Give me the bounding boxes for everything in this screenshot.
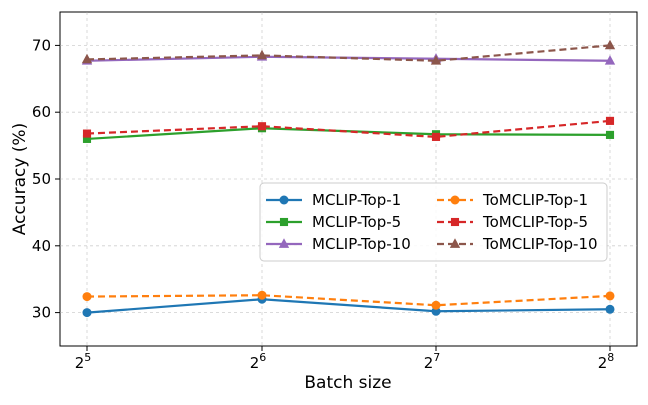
legend-label-tomclip-top-5: ToMCLIP-Top-5 — [482, 213, 588, 231]
x-tick-exponent: 8 — [607, 351, 614, 364]
x-tick-label: 26 — [250, 351, 267, 372]
legend-marker-tomclip-top-10 — [449, 238, 461, 248]
legend-entry-mclip-top-1: MCLIP-Top-1 — [266, 191, 401, 209]
legend-marker-mclip-top-5 — [279, 217, 289, 227]
series-layer — [81, 39, 616, 318]
x-tick-exponent: 7 — [433, 351, 440, 364]
x-axis-title: Batch size — [304, 373, 391, 393]
x-tick-base: 2 — [424, 354, 434, 372]
legend-entry-tomclip-top-10: ToMCLIP-Top-10 — [437, 235, 598, 253]
data-point-tomclip-top-5 — [82, 129, 92, 138]
series-mclip-top-1 — [82, 294, 615, 318]
legend-label-mclip-top-1: MCLIP-Top-1 — [312, 191, 401, 209]
x-tick-label: 25 — [75, 351, 92, 372]
data-point-mclip-top-10 — [604, 55, 616, 65]
legend-entry-tomclip-top-5: ToMCLIP-Top-5 — [437, 213, 588, 231]
series-tomclip-top-1 — [82, 290, 615, 310]
data-point-tomclip-top-5 — [605, 116, 615, 125]
legend-marker-tomclip-top-5 — [450, 217, 460, 227]
data-point-tomclip-top-1 — [431, 300, 441, 310]
data-point-tomclip-top-1 — [605, 291, 615, 301]
data-point-tomclip-top-5 — [257, 122, 267, 131]
y-axis-title: Accuracy (%) — [10, 123, 30, 235]
series-line-mclip-top-10 — [86, 55, 611, 62]
legend-label-tomclip-top-1: ToMCLIP-Top-1 — [482, 191, 588, 209]
legend-label-mclip-top-10: MCLIP-Top-10 — [312, 235, 411, 253]
y-tick-label: 30 — [32, 304, 51, 322]
y-tick-label: 50 — [32, 170, 51, 188]
data-point-mclip-top-5 — [605, 130, 615, 139]
data-point-tomclip-top-10 — [256, 49, 268, 60]
legend-label-mclip-top-5: MCLIP-Top-5 — [312, 213, 401, 231]
data-point-mclip-top-5 — [82, 134, 92, 143]
legend-marker-mclip-top-1 — [279, 195, 289, 205]
data-point-mclip-top-1 — [605, 304, 615, 314]
series-tomclip-top-10 — [81, 39, 616, 65]
series-line-mclip-top-5 — [86, 127, 611, 141]
legend-box — [259, 182, 608, 262]
data-point-tomclip-top-10 — [604, 39, 616, 50]
x-tick-base: 2 — [250, 354, 260, 372]
x-tick-exponent: 6 — [259, 351, 266, 364]
series-line-mclip-top-1 — [86, 298, 611, 314]
x-tick-base: 2 — [75, 354, 85, 372]
y-tick-label: 60 — [32, 103, 51, 121]
data-point-tomclip-top-5 — [431, 132, 441, 141]
legend-entry-tomclip-top-1: ToMCLIP-Top-1 — [437, 191, 588, 209]
legend-entry-mclip-top-5: MCLIP-Top-5 — [266, 213, 401, 231]
data-point-tomclip-top-1 — [257, 290, 267, 300]
legend-marker-mclip-top-10 — [278, 238, 290, 248]
y-tick-label: 70 — [32, 36, 51, 54]
x-tick-base: 2 — [598, 354, 608, 372]
y-tick-label: 40 — [32, 237, 51, 255]
series-tomclip-top-5 — [82, 116, 615, 141]
x-tick-label: 27 — [424, 351, 441, 372]
x-tick-exponent: 5 — [84, 351, 91, 364]
data-point-tomclip-top-10 — [430, 55, 442, 65]
legend-marker-tomclip-top-1 — [450, 195, 460, 205]
legend: MCLIP-Top-1 ToMCLIP-Top-1 MCLIP-Top-5 ToMCL… — [259, 182, 608, 262]
legend-label-tomclip-top-10: ToMCLIP-Top-10 — [482, 235, 598, 253]
legend-entry-mclip-top-10: MCLIP-Top-10 — [266, 235, 411, 253]
data-point-mclip-top-1 — [82, 308, 92, 318]
data-point-tomclip-top-1 — [82, 292, 92, 302]
data-point-tomclip-top-10 — [81, 53, 93, 64]
x-tick-label: 28 — [598, 351, 615, 372]
